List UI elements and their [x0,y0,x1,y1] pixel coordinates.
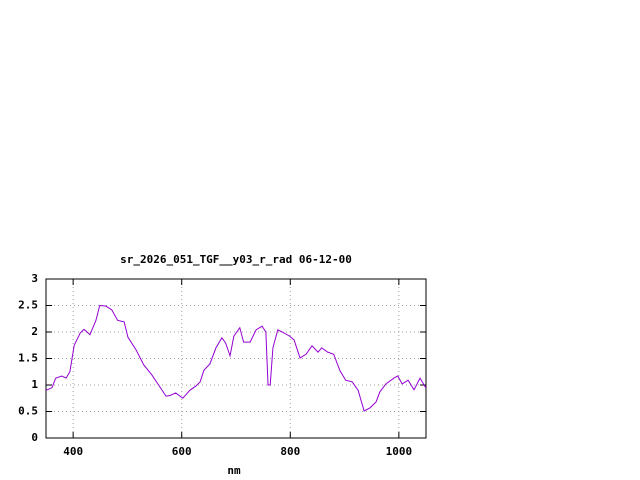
y-tick-label: 0.5 [18,405,38,418]
chart-title: sr_2026_051_TGF__y03_r_rad 06-12-00 [120,253,352,266]
x-tick-label: 1000 [386,445,413,458]
y-tick-label: 0 [31,431,38,444]
data-line [45,304,427,412]
y-tick-label: 2.5 [18,299,38,312]
y-tick-label: 2 [31,325,38,338]
x-tick-label: 600 [172,445,192,458]
x-tick-label: 800 [280,445,300,458]
plot-frame [45,278,427,439]
x-tick-label: 400 [63,445,83,458]
x-axis-label: nm [227,464,241,477]
y-tick-label: 3 [31,272,38,285]
y-tick-label: 1.5 [18,352,38,365]
y-tick-label: 1 [31,378,38,391]
